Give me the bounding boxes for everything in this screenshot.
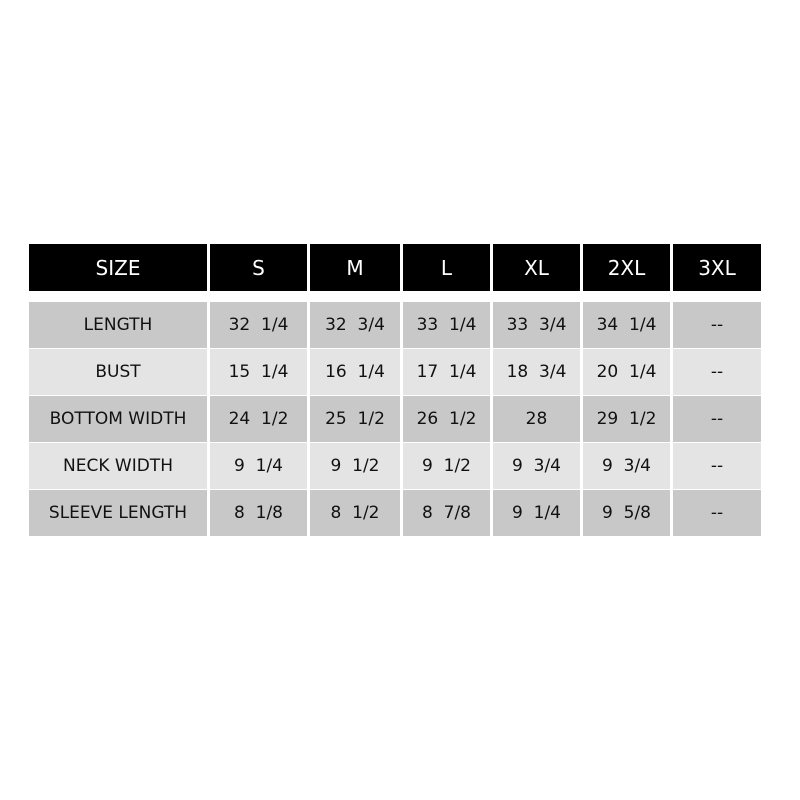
table-cell: 9 1/2 — [403, 443, 490, 489]
table-row: LENGTH 32 1/4 32 3/4 33 1/4 33 3/4 34 1/4 -- — [29, 302, 761, 348]
header-cell: L — [403, 244, 490, 291]
table-cell: 17 1/4 — [403, 349, 490, 395]
size-chart-table: SIZE S M L XL 2XL 3XL LENGTH 32 1/4 32 3/4 33 1/4… — [29, 244, 761, 537]
table-cell: 8 7/8 — [403, 490, 490, 536]
header-cell: SIZE — [29, 244, 207, 291]
table-cell: -- — [673, 490, 761, 536]
table-cell: 29 1/2 — [583, 396, 670, 442]
table-cell: 28 — [493, 396, 580, 442]
row-label: LENGTH — [29, 302, 207, 348]
table-cell: 18 3/4 — [493, 349, 580, 395]
table-cell: 9 3/4 — [583, 443, 670, 489]
row-label: NECK WIDTH — [29, 443, 207, 489]
row-label: BOTTOM WIDTH — [29, 396, 207, 442]
table-cell: 33 1/4 — [403, 302, 490, 348]
table-cell: 33 3/4 — [493, 302, 580, 348]
table-body: LENGTH 32 1/4 32 3/4 33 1/4 33 3/4 34 1/4 -- BU… — [29, 302, 761, 536]
table-cell: -- — [673, 349, 761, 395]
table-cell: 26 1/2 — [403, 396, 490, 442]
table-cell: 24 1/2 — [210, 396, 307, 442]
table-row: NECK WIDTH 9 1/4 9 1/2 9 1/2 9 3/4 9 3/4 -- — [29, 443, 761, 489]
header-cell: 3XL — [673, 244, 761, 291]
table-cell: -- — [673, 396, 761, 442]
table-row: SLEEVE LENGTH 8 1/8 8 1/2 8 7/8 9 1/4 9 5/8 -- — [29, 490, 761, 536]
header-row: SIZE S M L XL 2XL 3XL — [29, 244, 761, 291]
header-cell: 2XL — [583, 244, 670, 291]
table-cell: 9 5/8 — [583, 490, 670, 536]
table-cell: 16 1/4 — [310, 349, 400, 395]
table-cell: 9 3/4 — [493, 443, 580, 489]
row-label: BUST — [29, 349, 207, 395]
table-cell: 20 1/4 — [583, 349, 670, 395]
table-cell: 32 1/4 — [210, 302, 307, 348]
row-label: SLEEVE LENGTH — [29, 490, 207, 536]
header-cell: XL — [493, 244, 580, 291]
table-cell: 8 1/8 — [210, 490, 307, 536]
table-cell: -- — [673, 443, 761, 489]
table-cell: 32 3/4 — [310, 302, 400, 348]
table-row: BUST 15 1/4 16 1/4 17 1/4 18 3/4 20 1/4 -- — [29, 349, 761, 395]
table-row: BOTTOM WIDTH 24 1/2 25 1/2 26 1/2 28 29 1/2 -- — [29, 396, 761, 442]
table-cell: 15 1/4 — [210, 349, 307, 395]
table-cell: 9 1/4 — [210, 443, 307, 489]
table-cell: 9 1/4 — [493, 490, 580, 536]
table-cell: 25 1/2 — [310, 396, 400, 442]
header-cell: S — [210, 244, 307, 291]
table-cell: 34 1/4 — [583, 302, 670, 348]
table-cell: 9 1/2 — [310, 443, 400, 489]
table-cell: 8 1/2 — [310, 490, 400, 536]
header-cell: M — [310, 244, 400, 291]
table-cell: -- — [673, 302, 761, 348]
